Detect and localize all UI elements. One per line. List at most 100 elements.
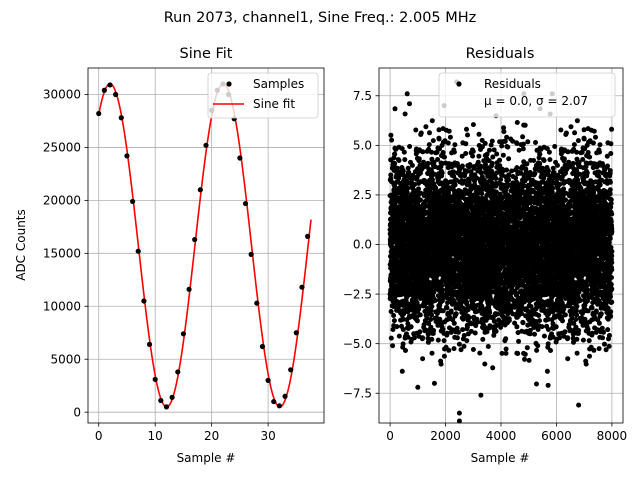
sample-point [254, 300, 260, 306]
sine-fit-plot-area [96, 81, 312, 410]
sample-point [265, 377, 271, 383]
sine-fit-title: Sine Fit [180, 46, 233, 62]
residual-point [429, 336, 435, 342]
residual-point [400, 327, 406, 332]
residual-point [390, 343, 396, 349]
residual-point [495, 311, 501, 317]
sample-point [203, 142, 209, 148]
sine-fit-axes-frame [87, 67, 325, 424]
residual-point [489, 138, 495, 144]
residual-point [440, 308, 446, 314]
residual-point [451, 320, 457, 326]
residual-point [493, 176, 499, 181]
residual-point [406, 170, 412, 175]
residual-point [454, 335, 460, 341]
residual-point [431, 171, 437, 177]
sample-point [130, 198, 136, 205]
sample-point [158, 397, 164, 404]
residual-point [478, 392, 484, 398]
sample-point [146, 341, 153, 347]
residual-point [411, 335, 417, 341]
residual-point [503, 346, 509, 352]
residuals-panel: Residuals 0 2000 4000 6000 8000−7.5−5.0−2.50… [343, 46, 627, 465]
residual-point [441, 338, 447, 344]
residual-point [521, 141, 526, 147]
residual-point [435, 337, 441, 343]
residual-point [439, 170, 445, 176]
residuals-plot-area [387, 79, 615, 424]
sample-point [175, 369, 181, 375]
residual-point [520, 320, 526, 326]
residual-point [489, 160, 495, 166]
sample-point [276, 403, 282, 409]
residual-point [520, 146, 526, 152]
residual-point [470, 122, 476, 128]
residual-point [431, 159, 437, 165]
residual-point [487, 147, 492, 153]
residual-point [497, 157, 503, 163]
residual-point [475, 159, 481, 165]
residual-point [429, 350, 435, 356]
residual-point [436, 136, 442, 142]
sine-fit-ytick-label: 20000 [43, 194, 81, 208]
residual-point [428, 308, 434, 313]
residual-point [470, 148, 476, 154]
residual-point [470, 153, 476, 159]
residual-point [516, 338, 522, 344]
residual-point [389, 137, 395, 143]
residual-point [440, 287, 445, 293]
residual-point [436, 127, 442, 133]
residual-point [464, 338, 470, 344]
sine-fit-xtick-label: 30 [260, 429, 275, 443]
residual-point [388, 335, 394, 341]
residual-point [392, 106, 398, 112]
residuals-title: Residuals [466, 46, 535, 62]
sample-point [237, 155, 243, 161]
residual-point [482, 361, 488, 367]
residual-point [460, 327, 466, 333]
residual-point [445, 140, 451, 146]
residual-point [417, 329, 423, 335]
residual-point [409, 162, 415, 168]
residual-point [407, 144, 413, 149]
sample-point [152, 376, 158, 382]
sample-point [180, 331, 187, 337]
residual-point [438, 361, 444, 367]
residual-point [451, 149, 457, 155]
residual-point [456, 341, 462, 347]
residual-point [490, 365, 496, 371]
residual-point [405, 165, 411, 171]
sample-point [186, 286, 192, 292]
residual-point [429, 118, 435, 124]
residual-point [470, 347, 476, 352]
residual-point [472, 330, 478, 336]
residual-point [441, 353, 447, 359]
residual-point [522, 122, 528, 128]
residual-point [404, 91, 410, 97]
sample-point [118, 115, 124, 121]
residual-point [477, 350, 483, 356]
sample-point [248, 251, 254, 257]
residual-point [506, 156, 512, 162]
residual-point [428, 317, 434, 322]
residual-point [455, 329, 461, 335]
residual-point [405, 185, 411, 191]
residual-point [400, 316, 406, 322]
residual-point [444, 305, 450, 311]
residual-point [501, 129, 507, 135]
residual-point [426, 321, 432, 326]
residual-point [412, 181, 417, 187]
sample-point [271, 398, 277, 405]
residual-point [444, 330, 450, 336]
residual-point [522, 351, 528, 357]
sine-fit-ytick-label: 15000 [43, 247, 81, 261]
residual-point [401, 149, 407, 155]
legend-samples-marker [226, 81, 232, 87]
residual-point [394, 324, 400, 330]
residual-point [434, 310, 440, 316]
residual-point [414, 318, 420, 324]
residual-point [461, 343, 467, 349]
residual-point [476, 131, 482, 137]
residual-point [392, 151, 398, 157]
